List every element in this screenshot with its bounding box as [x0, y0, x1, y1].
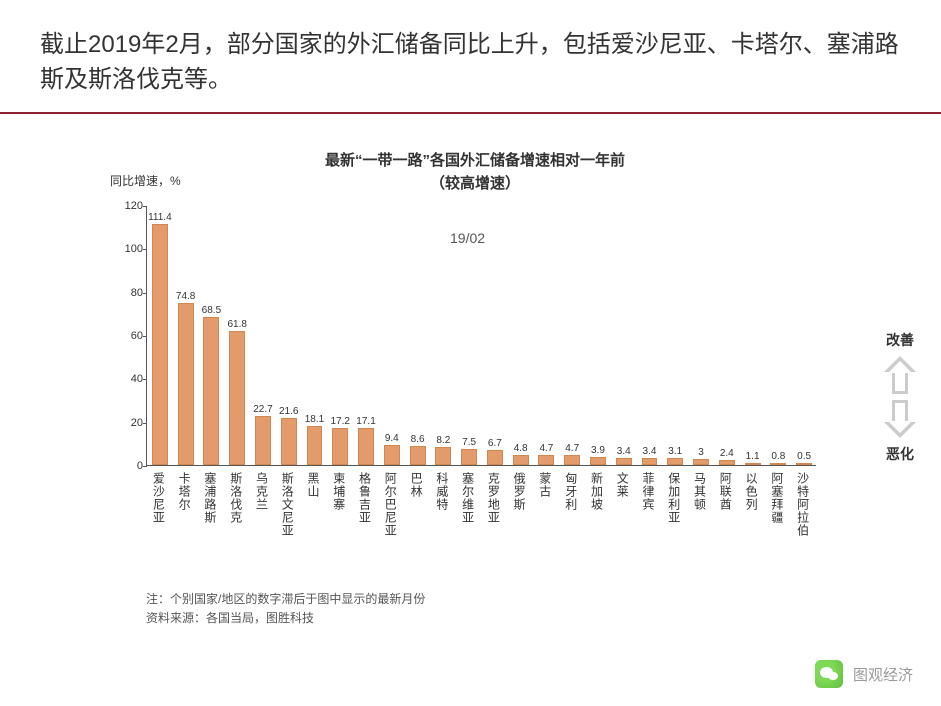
bar: 61.8 — [229, 331, 245, 465]
bar: 8.6 — [410, 446, 426, 465]
y-tick: 120 — [115, 200, 143, 212]
x-label: 阿塞拜疆 — [769, 472, 786, 524]
x-label: 文莱 — [614, 472, 631, 498]
bar-value-label: 111.4 — [140, 212, 180, 223]
bar-value-label: 61.8 — [217, 319, 257, 330]
x-label: 阿联酋 — [717, 472, 734, 511]
y-tick: 100 — [115, 243, 143, 255]
x-label: 俄罗斯 — [511, 472, 528, 511]
bar: 68.5 — [203, 317, 219, 465]
x-label: 格鲁吉亚 — [357, 472, 374, 524]
x-label: 阿尔巴尼亚 — [382, 472, 399, 537]
x-label: 新加坡 — [588, 472, 605, 511]
y-tick: 40 — [115, 373, 143, 385]
plot-area: 020406080100120 111.474.868.561.822.721.… — [146, 206, 816, 466]
x-label: 沙特阿拉伯 — [795, 472, 812, 537]
y-tick: 20 — [115, 417, 143, 429]
x-label: 乌克兰 — [253, 472, 270, 511]
bar: 4.7 — [538, 455, 554, 465]
x-label: 保加利亚 — [666, 472, 683, 524]
chart-title-line1: 最新“一带一路”各国外汇储备增速相对一年前 — [110, 150, 840, 173]
bar-value-label: 74.8 — [166, 291, 206, 302]
slide-title: 截止2019年2月，部分国家的外汇储备同比上升，包括爱沙尼亚、卡塔尔、塞浦路斯及… — [0, 0, 941, 114]
x-label: 爱沙尼亚 — [150, 472, 167, 524]
bar: 21.6 — [281, 418, 297, 465]
x-label: 菲律宾 — [640, 472, 657, 511]
bar: 0.8 — [770, 463, 786, 465]
bar: 18.1 — [307, 426, 323, 465]
bar: 4.7 — [564, 455, 580, 465]
x-label: 斯洛文尼亚 — [279, 472, 296, 537]
x-label: 塞浦路斯 — [202, 472, 219, 524]
x-label: 蒙古 — [537, 472, 554, 498]
bar: 74.8 — [178, 303, 194, 465]
x-labels-group: 爱沙尼亚卡塔尔塞浦路斯斯洛伐克乌克兰斯洛文尼亚黑山柬埔寨格鲁吉亚阿尔巴尼亚巴林科… — [146, 468, 816, 588]
bar: 111.4 — [152, 224, 168, 465]
bar-value-label: 0.5 — [784, 451, 824, 462]
bars-group: 111.474.868.561.822.721.618.117.217.19.4… — [147, 206, 816, 465]
x-label: 斯洛伐克 — [228, 472, 245, 524]
x-label: 科威特 — [434, 472, 451, 511]
x-label: 以色列 — [743, 472, 760, 511]
x-label: 塞尔维亚 — [460, 472, 477, 524]
bar: 22.7 — [255, 416, 271, 465]
bar: 3.9 — [590, 457, 606, 465]
bar: 9.4 — [384, 445, 400, 465]
arrow-up-icon — [884, 356, 916, 394]
footer: 图观经济 — [815, 660, 913, 688]
chart-title-line2: （较高增速） — [110, 173, 840, 196]
bar-value-label: 68.5 — [191, 305, 231, 316]
x-label: 黑山 — [305, 472, 322, 498]
bar: 7.5 — [461, 449, 477, 465]
bar: 3.4 — [616, 458, 632, 465]
chart-container: 最新“一带一路”各国外汇储备增速相对一年前 （较高增速） 同比增速，% 19/0… — [110, 150, 840, 630]
bar-value-label: 17.1 — [346, 416, 386, 427]
bar: 8.2 — [435, 447, 451, 465]
bar: 0.5 — [796, 463, 812, 465]
x-label: 匈牙利 — [563, 472, 580, 511]
improve-label: 改善 — [860, 330, 940, 350]
right-annotation: 改善 恶化 — [860, 330, 940, 464]
x-label: 马其顿 — [692, 472, 709, 511]
x-label: 巴林 — [408, 472, 425, 498]
y-tick: 60 — [115, 330, 143, 342]
y-tick: 80 — [115, 287, 143, 299]
chart-title: 最新“一带一路”各国外汇储备增速相对一年前 （较高增速） — [110, 150, 840, 195]
bar: 1.1 — [745, 463, 761, 465]
bar: 3.1 — [667, 458, 683, 465]
x-label: 卡塔尔 — [176, 472, 193, 511]
note-line2: 资料来源：各国当局，图胜科技 — [146, 609, 425, 628]
bar: 17.2 — [332, 428, 348, 465]
bar: 4.8 — [513, 455, 529, 465]
worsen-label: 恶化 — [860, 444, 940, 464]
x-label: 柬埔寨 — [331, 472, 348, 511]
arrow-down-icon — [884, 400, 916, 438]
note-line1: 注：个别国家/地区的数字滞后于图中显示的最新月份 — [146, 590, 425, 609]
y-axis-unit-label: 同比增速，% — [110, 172, 181, 189]
wechat-icon — [815, 660, 843, 688]
bar: 3.4 — [642, 458, 658, 465]
x-label: 克罗地亚 — [485, 472, 502, 524]
chart-note: 注：个别国家/地区的数字滞后于图中显示的最新月份 资料来源：各国当局，图胜科技 — [146, 590, 425, 628]
footer-brand: 图观经济 — [853, 664, 913, 685]
y-tick: 0 — [115, 460, 143, 472]
bar: 3 — [693, 459, 709, 466]
